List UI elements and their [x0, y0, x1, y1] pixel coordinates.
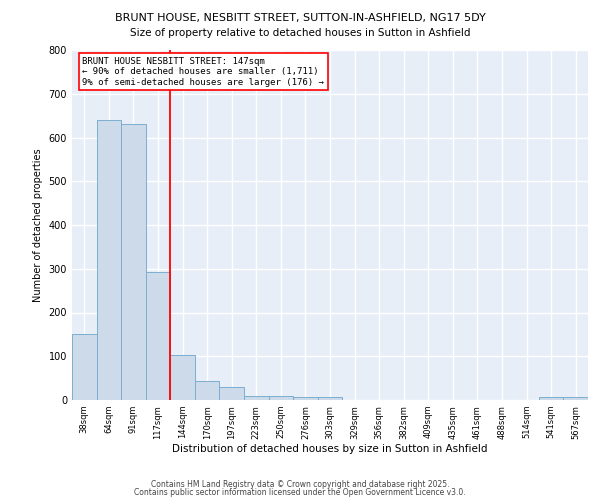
Text: Contains HM Land Registry data © Crown copyright and database right 2025.: Contains HM Land Registry data © Crown c…	[151, 480, 449, 489]
Bar	[318, 397, 342, 400]
Bar	[269, 396, 293, 400]
Bar	[97, 120, 121, 400]
Y-axis label: Number of detached properties: Number of detached properties	[33, 148, 43, 302]
Bar	[121, 124, 146, 400]
Bar	[146, 272, 170, 400]
Text: Contains public sector information licensed under the Open Government Licence v3: Contains public sector information licen…	[134, 488, 466, 497]
Bar	[244, 396, 269, 400]
Bar	[195, 381, 220, 400]
Text: Size of property relative to detached houses in Sutton in Ashfield: Size of property relative to detached ho…	[130, 28, 470, 38]
Bar	[220, 388, 244, 400]
Bar	[563, 397, 588, 400]
X-axis label: Distribution of detached houses by size in Sutton in Ashfield: Distribution of detached houses by size …	[172, 444, 488, 454]
Text: BRUNT HOUSE, NESBITT STREET, SUTTON-IN-ASHFIELD, NG17 5DY: BRUNT HOUSE, NESBITT STREET, SUTTON-IN-A…	[115, 12, 485, 22]
Bar	[293, 397, 318, 400]
Bar	[170, 355, 195, 400]
Text: BRUNT HOUSE NESBITT STREET: 147sqm
← 90% of detached houses are smaller (1,711)
: BRUNT HOUSE NESBITT STREET: 147sqm ← 90%…	[82, 57, 324, 87]
Bar	[72, 334, 97, 400]
Bar	[539, 397, 563, 400]
